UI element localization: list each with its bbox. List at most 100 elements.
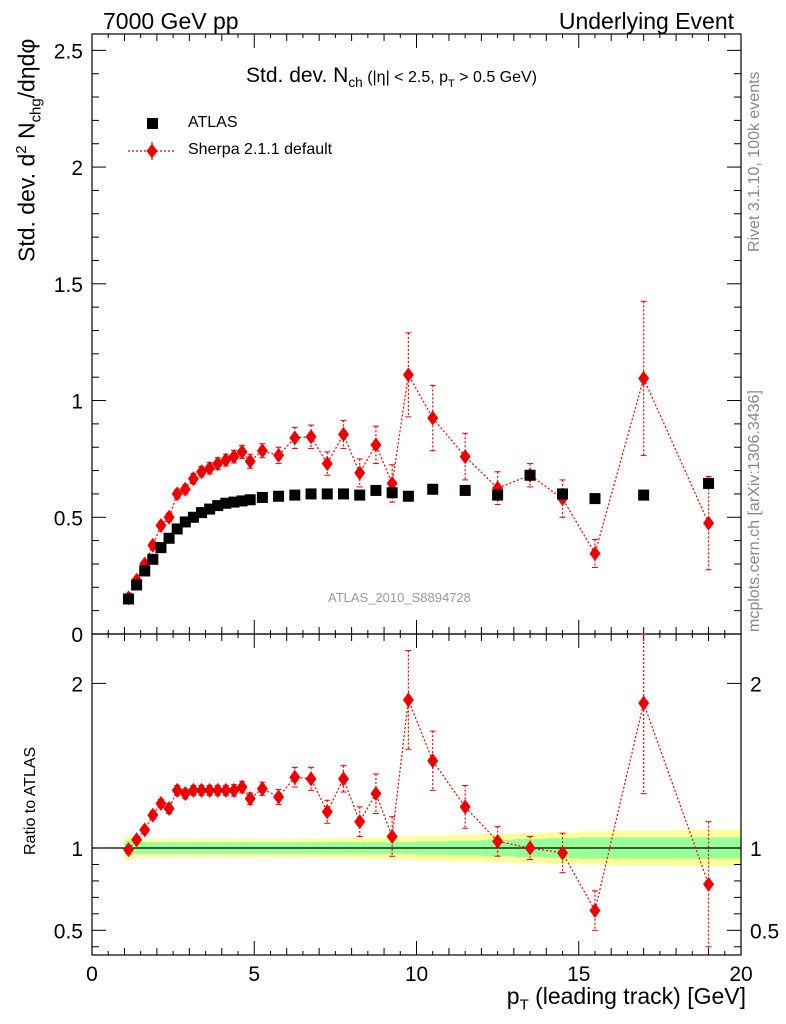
legend-sherpa-label: Sherpa 2.1.1 default [188, 141, 333, 158]
atlas-point [123, 593, 135, 605]
main-sherpa-point [589, 545, 601, 561]
ratio-y-tick-label-right: 1 [750, 838, 762, 861]
main-sherpa-point [305, 429, 317, 445]
atlas-point [171, 523, 183, 535]
ratio-y-axis-label: Ratio to ATLAS [22, 746, 39, 855]
ratio-sherpa-series [123, 633, 715, 948]
main-sherpa-point [212, 456, 224, 472]
main-sherpa-point [459, 449, 471, 465]
legend-sherpa-marker [146, 143, 158, 159]
main-sherpa-point [289, 430, 301, 446]
y-axis-label-part1: Std. dev. d [13, 153, 40, 262]
main-y-tick-label: 2 [71, 157, 83, 180]
ratio-sherpa-point [273, 789, 285, 805]
main-sherpa-point [244, 453, 256, 469]
atlas-point [289, 489, 301, 501]
ratio-y-tick-label-right: 0.5 [750, 920, 779, 943]
atlas-point [337, 488, 349, 500]
ratio-sherpa-point [289, 769, 301, 785]
ratio-sherpa-point [427, 753, 439, 769]
ratio-sherpa-point [228, 782, 240, 798]
atlas-point [589, 493, 601, 505]
atlas-point [402, 490, 414, 502]
ratio-sherpa-line [128, 699, 710, 913]
x-axis-label-part1: p [506, 983, 520, 1009]
ratio-sherpa-point [123, 842, 135, 858]
ratio-y-tick-label-right: 2 [750, 673, 762, 696]
main-sherpa-point [179, 481, 191, 497]
main-sherpa-point [256, 443, 268, 459]
main-sherpa-line [127, 373, 710, 599]
main-sherpa-point [638, 370, 650, 386]
atlas-point [459, 484, 471, 496]
ratio-sherpa-point [147, 807, 159, 823]
atlas-point [204, 503, 216, 515]
atlas-point [220, 497, 232, 509]
main-sherpa-point [337, 426, 349, 442]
x-axis-label-part2: (leading track) [GeV] [528, 983, 746, 1009]
main-sherpa-point [354, 465, 366, 481]
ratio-sherpa-point [386, 828, 398, 844]
ratio-sherpa-point [589, 903, 601, 919]
y-axis-label-sup: 2 [13, 145, 30, 154]
main-sherpa-point [273, 447, 285, 463]
plot-title-main: Std. dev. N [246, 64, 349, 87]
atlas-point [386, 487, 398, 499]
main-sherpa-point [187, 471, 199, 487]
ratio-sherpa-point [179, 786, 191, 802]
header-right: Underlying Event [558, 8, 734, 34]
y-axis-label-sub: chg [27, 98, 45, 123]
atlas-point [139, 565, 151, 577]
atlas-point [305, 488, 317, 500]
main-sherpa-point [220, 452, 232, 468]
ratio-sherpa-point [155, 796, 167, 812]
ratio-sherpa-point [370, 786, 382, 802]
ratio-sherpa-point [244, 791, 256, 807]
atlas-point [187, 511, 199, 523]
main-sherpa-point [204, 460, 216, 476]
legend-atlas-label: ATLAS [188, 114, 238, 131]
ratio-sherpa-point [638, 695, 650, 711]
atlas-point [354, 489, 366, 501]
atlas-point [492, 489, 504, 501]
ratio-sherpa-point [196, 782, 208, 798]
atlas-point [163, 532, 175, 544]
ratio-sherpa-point [402, 692, 414, 708]
atlas-point [370, 484, 382, 496]
main-sherpa-series [123, 300, 715, 606]
header-left: 7000 GeV pp [103, 8, 239, 34]
main-sherpa-point [703, 515, 715, 531]
ratio-sherpa-point [187, 782, 199, 798]
main-y-tick-label: 2.5 [54, 40, 83, 63]
main-sherpa-point [386, 475, 398, 491]
atlas-point [147, 553, 159, 565]
atlas-point [212, 500, 224, 512]
atlas-point [244, 494, 256, 506]
ratio-y-tick-label-left: 0.5 [54, 920, 83, 943]
main-y-tick-label: 1 [71, 391, 83, 414]
atlas-point [427, 483, 439, 495]
plot-title: Std. dev. Nch (|η| < 2.5, pT > 0.5 GeV) [246, 64, 537, 90]
atlas-point [228, 496, 240, 508]
x-tick-label: 0 [86, 963, 98, 986]
x-tick-label: 20 [729, 963, 752, 986]
atlas-point [638, 489, 650, 501]
ratio-y-axis-ticks [92, 682, 741, 948]
ratio-sherpa-point [171, 782, 183, 798]
plot-title-tail: (|η| < 2.5, p [362, 69, 448, 86]
main-sherpa-point [370, 437, 382, 453]
ratio-sherpa-point [256, 781, 268, 797]
main-y-tick-label: 1.5 [54, 274, 83, 297]
plot-title-tail-end: > 0.5 GeV) [454, 69, 537, 86]
main-sherpa-point [228, 449, 240, 465]
ratio-sherpa-point [212, 782, 224, 798]
main-sherpa-point [402, 367, 414, 383]
ratio-sherpa-point [354, 814, 366, 830]
main-sherpa-point [236, 444, 248, 460]
atlas-point [236, 495, 248, 507]
ratio-y-tick-label-left: 1 [71, 838, 83, 861]
ratio-y-tick-label-left: 2 [71, 673, 83, 696]
y-axis-label: Std. dev. d2 Nchg/dηdφ [13, 39, 44, 262]
atlas-point [524, 469, 536, 481]
